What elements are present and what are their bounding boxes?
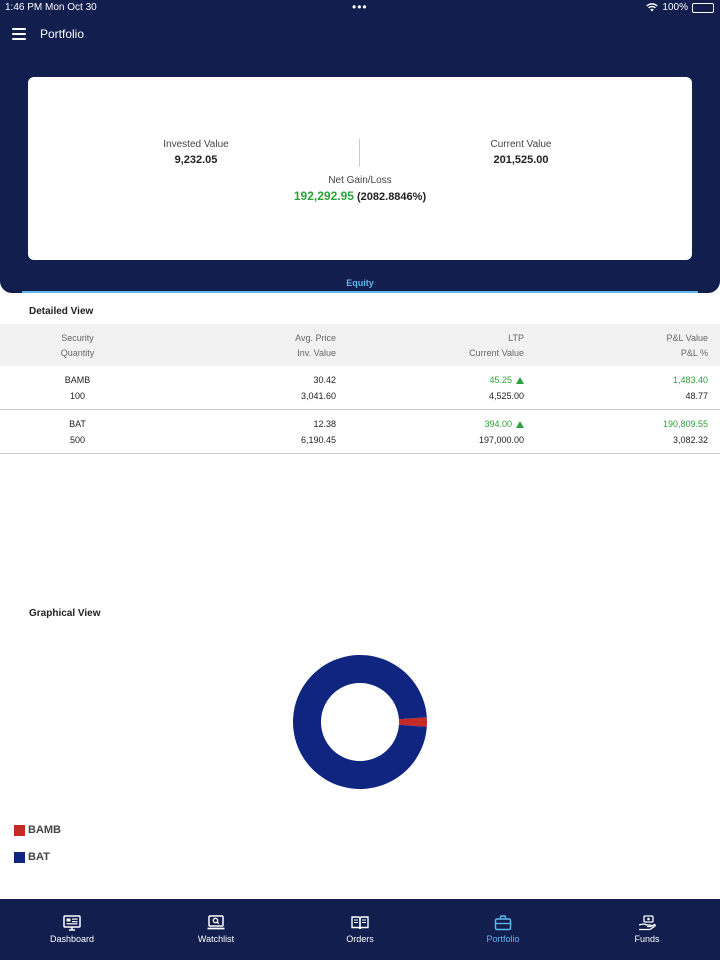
hamburger-menu-icon[interactable] [12,28,28,42]
portfolio-summary-card: Invested Value 9,232.05 Current Value 20… [28,77,692,260]
page-title: Portfolio [40,27,84,41]
nav-watchlist[interactable]: Watchlist [166,899,266,960]
legend-label: BAT [28,851,50,863]
row-security: BAMB [40,375,115,385]
nav-funds[interactable]: Funds [597,899,697,960]
multitasking-dots-icon[interactable]: ••• [352,1,368,13]
invested-value-label: Invested Value [96,139,296,150]
nav-label: Dashboard [22,934,122,944]
legend-item-bamb[interactable]: BAMB [14,824,61,836]
current-value: 201,525.00 [421,154,621,166]
row-pl-value: 190,809.55 [600,419,708,429]
header-quantity: Quantity [40,348,115,358]
legend-item-bat[interactable]: BAT [14,851,50,863]
row-pl-value: 1,483.40 [600,375,708,385]
current-value-label: Current Value [421,139,621,150]
row-inv-value: 6,190.45 [230,435,336,445]
header-pl-value: P&L Value [600,333,708,343]
nav-dashboard[interactable]: Dashboard [22,899,122,960]
dashboard-icon [63,915,81,931]
battery-percent: 100% [662,2,688,13]
row-ltp-value: 394.00 [484,419,512,429]
header-avg-price: Avg. Price [230,333,336,343]
table-row[interactable]: BAMB 100 30.42 3,041.60 45.25 4,525.00 1… [0,366,720,410]
row-inv-value: 3,041.60 [230,391,336,401]
header-ltp: LTP [420,333,524,343]
status-date: Mon Oct 30 [45,2,97,13]
tab-equity[interactable]: Equity [22,278,698,293]
detailed-view-title: Detailed View [29,306,93,317]
up-arrow-icon [516,421,524,428]
row-ltp: 394.00 [420,419,524,429]
net-gain-loss-label: Net Gain/Loss [28,175,692,186]
header-security: Security [40,333,115,343]
nav-portfolio[interactable]: Portfolio [453,899,553,960]
orders-icon [351,915,369,931]
row-ltp: 45.25 [420,375,524,385]
row-avg-price: 30.42 [230,375,336,385]
nav-label: Portfolio [453,934,553,944]
watchlist-icon [207,915,225,931]
summary-divider [359,139,360,167]
nav-orders[interactable]: Orders [310,899,410,960]
header-current-value: Current Value [420,348,524,358]
status-bar: 1:46 PM Mon Oct 30 ••• 100% [0,0,720,16]
holdings-donut-chart [292,654,428,790]
row-ltp-value: 45.25 [489,375,512,385]
battery-icon [692,3,714,13]
up-arrow-icon [516,377,524,384]
funds-icon [638,915,656,931]
status-time: 1:46 PM [5,2,42,13]
portfolio-header: Portfolio Invested Value 9,232.05 Curren… [0,16,720,293]
header-pl-pct: P&L % [600,348,708,358]
row-current-value: 197,000.00 [420,435,524,445]
graphical-view-title: Graphical View [29,608,101,619]
row-quantity: 100 [40,391,115,401]
row-security: BAT [40,419,115,429]
wifi-icon [646,3,658,12]
nav-label: Watchlist [166,934,266,944]
nav-label: Orders [310,934,410,944]
header-inv-value: Inv. Value [230,348,336,358]
net-gain-percent: (2082.8846%) [357,191,426,203]
invested-value-block: Invested Value 9,232.05 [96,139,296,166]
row-pl-pct: 3,082.32 [600,435,708,445]
net-gain-loss-block: Net Gain/Loss 192,292.95 (2082.8846%) [28,175,692,203]
table-header: Security Quantity Avg. Price Inv. Value … [0,324,720,366]
legend-label: BAMB [28,824,61,836]
row-pl-pct: 48.77 [600,391,708,401]
table-row[interactable]: BAT 500 12.38 6,190.45 394.00 197,000.00… [0,410,720,454]
nav-label: Funds [597,934,697,944]
row-quantity: 500 [40,435,115,445]
legend-swatch [14,825,25,836]
invested-value: 9,232.05 [96,154,296,166]
legend-swatch [14,852,25,863]
bottom-navigation: Dashboard Watchlist Orders Portfolio [0,899,720,960]
row-current-value: 4,525.00 [420,391,524,401]
net-gain-value: 192,292.95 [294,189,354,203]
current-value-block: Current Value 201,525.00 [421,139,621,166]
portfolio-icon [494,915,512,931]
status-right: 100% [646,2,714,13]
row-avg-price: 12.38 [230,419,336,429]
